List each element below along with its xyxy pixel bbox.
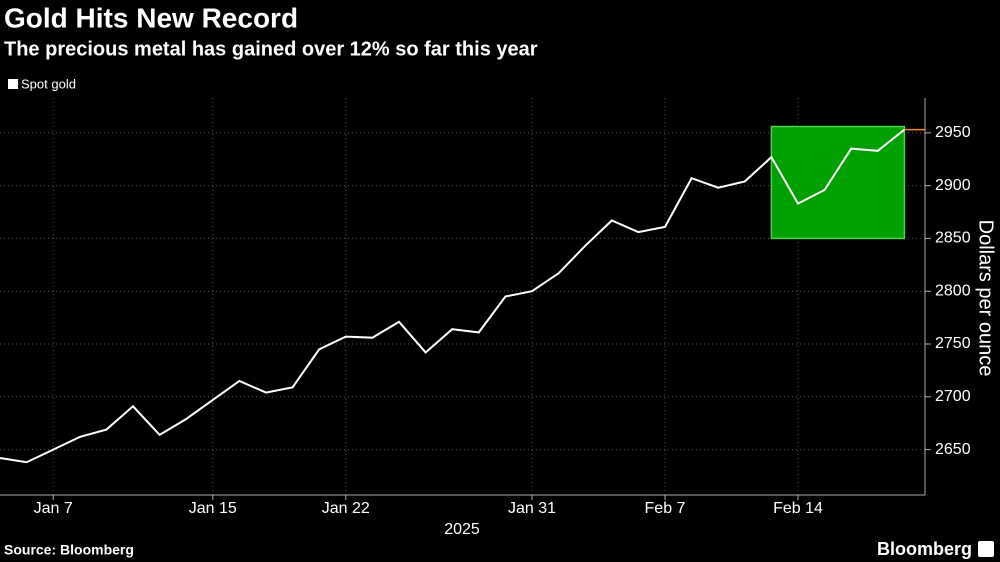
y-tick-label: 2850: [935, 230, 971, 247]
logo: Bloomberg: [877, 539, 972, 559]
x-tick-label: Jan 7: [34, 500, 73, 517]
x-tick-label: Feb 14: [773, 500, 823, 517]
y-tick-label: 2900: [935, 177, 971, 194]
x-tick-label: Jan 15: [189, 500, 237, 517]
x-tick-label: Jan 22: [322, 500, 370, 517]
x-tick-label: Jan 31: [508, 500, 556, 517]
chart-subtitle: The precious metal has gained over 12% s…: [4, 38, 538, 60]
y-axis-label: Dollars per ounce: [975, 220, 997, 377]
x-tick-label: Feb 7: [645, 500, 686, 517]
x-axis-label: 2025: [444, 521, 480, 538]
logo-icon: [978, 541, 994, 557]
y-tick-label: 2650: [935, 441, 971, 458]
line: [0, 128, 906, 464]
source: Source: Bloomberg: [4, 542, 134, 558]
highlight-box: [770, 125, 906, 240]
y-tick-label: 2700: [935, 388, 971, 405]
legend-label: Spot gold: [21, 76, 76, 91]
y-tick-label: 2950: [935, 124, 971, 141]
chart-title: Gold Hits New Record: [4, 2, 298, 33]
legend-swatch: [8, 79, 18, 89]
y-tick-label: 2800: [935, 282, 971, 299]
y-tick-label: 2750: [935, 335, 971, 352]
